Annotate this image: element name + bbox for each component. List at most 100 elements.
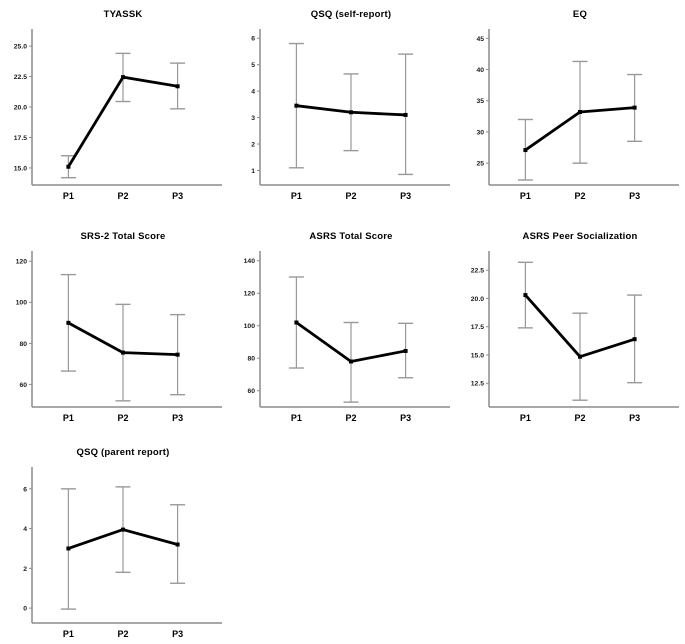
svg-text:22.5: 22.5 [14, 74, 27, 81]
x-axis-labels: P1 P2 P3 [63, 191, 183, 201]
chart-title-tyassk: TYASSK [103, 9, 143, 20]
mean-marker [578, 109, 582, 114]
y-axis-ticks: 0 2 4 6 [23, 486, 32, 612]
svg-text:5: 5 [251, 62, 255, 69]
x-axis-labels: P1 P2 P3 [63, 629, 183, 639]
x-axis-labels: P1 P2 P3 [291, 413, 411, 423]
x-axis-labels: P1 P2 P3 [520, 191, 640, 201]
svg-text:P3: P3 [400, 413, 411, 423]
svg-text:60: 60 [247, 388, 255, 395]
chart-panel-eq: EQ 25 30 35 40 45 P1 P2 P3 [457, 4, 685, 208]
mean-marker [349, 110, 353, 115]
svg-text:P1: P1 [291, 413, 302, 423]
mean-line-series [66, 75, 180, 169]
svg-text:P3: P3 [400, 191, 411, 201]
y-axis-ticks: 60 80 100 120 140 [244, 258, 260, 395]
chart-panel-qsq-parent-report: QSQ (parent report) 0 2 4 6 P1 P2 P3 [0, 442, 228, 644]
svg-text:P1: P1 [63, 413, 74, 423]
axes [488, 251, 679, 408]
mean-marker [66, 320, 71, 325]
mean-marker [294, 320, 299, 325]
svg-text:P1: P1 [63, 629, 74, 639]
error-bars [288, 276, 414, 403]
svg-text:15.0: 15.0 [14, 165, 27, 172]
svg-text:P2: P2 [117, 629, 128, 639]
mean-line-series [294, 103, 408, 117]
y-axis-ticks: 1 2 3 4 5 6 [251, 36, 260, 175]
svg-text:25.0: 25.0 [14, 43, 27, 50]
mean-marker [632, 105, 637, 110]
svg-text:22.5: 22.5 [471, 268, 484, 275]
x-axis-labels: P1 P2 P3 [291, 191, 411, 201]
svg-text:6: 6 [23, 486, 27, 493]
mean-line-series [66, 320, 180, 357]
svg-text:40: 40 [476, 67, 484, 74]
svg-text:2: 2 [251, 141, 255, 148]
mean-line-series [66, 527, 180, 551]
svg-text:80: 80 [19, 341, 27, 348]
svg-text:12.5: 12.5 [471, 381, 484, 388]
mean-marker [175, 542, 180, 547]
svg-text:6: 6 [251, 36, 255, 43]
svg-text:1: 1 [251, 168, 255, 175]
mean-marker [66, 164, 71, 169]
mean-line-series [294, 320, 408, 364]
svg-text:P3: P3 [629, 413, 640, 423]
chart-title-asrs-peer-socialization: ASRS Peer Socialization [522, 231, 638, 242]
svg-text:P1: P1 [520, 413, 531, 423]
error-bars [60, 273, 186, 402]
mean-marker [66, 546, 71, 551]
svg-text:140: 140 [244, 258, 256, 265]
mean-marker [349, 359, 353, 364]
svg-text:100: 100 [16, 300, 28, 307]
svg-text:120: 120 [16, 259, 28, 266]
line-plot-eq: 25 30 35 40 45 P1 P2 P3 [476, 29, 679, 201]
svg-text:80: 80 [247, 356, 255, 363]
line-plot-tyassk: 15.0 17.5 20.0 22.5 25.0 P1 P2 P3 [14, 29, 222, 201]
svg-text:3: 3 [251, 115, 255, 122]
svg-text:45: 45 [476, 36, 484, 43]
svg-text:20.0: 20.0 [14, 104, 27, 111]
axes [259, 251, 450, 408]
chart-title-eq: EQ [572, 9, 588, 20]
line-plot-srs2-total-score: 60 80 100 120 P1 P2 P3 [16, 251, 222, 423]
mean-marker [121, 350, 125, 355]
mean-marker [578, 354, 582, 359]
mean-line-series [523, 293, 637, 359]
mean-marker [523, 293, 528, 298]
mean-marker [121, 75, 125, 80]
chart-title-qsq-self-report: QSQ (self-report) [310, 9, 392, 20]
svg-text:P1: P1 [63, 191, 74, 201]
line-plot-qsq-self-report: 1 2 3 4 5 6 P1 P2 P3 [251, 29, 450, 201]
chart-panel-qsq-self-report: QSQ (self-report) 1 2 3 4 5 6 P1 P2 P3 [228, 4, 456, 208]
svg-text:15.0: 15.0 [471, 352, 484, 359]
line-plot-asrs-total-score: 60 80 100 120 140 P1 P2 P3 [244, 251, 450, 423]
y-axis-ticks: 60 80 100 120 [16, 259, 32, 389]
y-axis-ticks: 12.5 15.0 17.5 20.0 22.5 [471, 268, 489, 388]
svg-text:60: 60 [19, 382, 27, 389]
svg-text:P3: P3 [172, 629, 183, 639]
error-bars [60, 52, 186, 179]
svg-text:100: 100 [244, 323, 256, 330]
mean-marker [632, 337, 637, 342]
mean-marker [175, 84, 180, 89]
svg-text:P1: P1 [291, 191, 302, 201]
svg-text:P3: P3 [629, 191, 640, 201]
error-bars [288, 42, 414, 176]
svg-text:17.5: 17.5 [14, 135, 27, 142]
svg-text:P2: P2 [574, 413, 585, 423]
axes [259, 29, 450, 186]
svg-text:0: 0 [23, 605, 27, 612]
mean-marker [403, 112, 408, 117]
svg-text:25: 25 [476, 161, 484, 168]
x-axis-labels: P1 P2 P3 [520, 413, 640, 423]
mean-marker [175, 352, 180, 357]
axes [488, 29, 679, 186]
svg-text:17.5: 17.5 [471, 324, 484, 331]
error-bars [517, 261, 643, 401]
error-bars [60, 486, 186, 610]
mean-marker [121, 527, 125, 532]
axes [31, 467, 222, 624]
svg-text:P1: P1 [520, 191, 531, 201]
